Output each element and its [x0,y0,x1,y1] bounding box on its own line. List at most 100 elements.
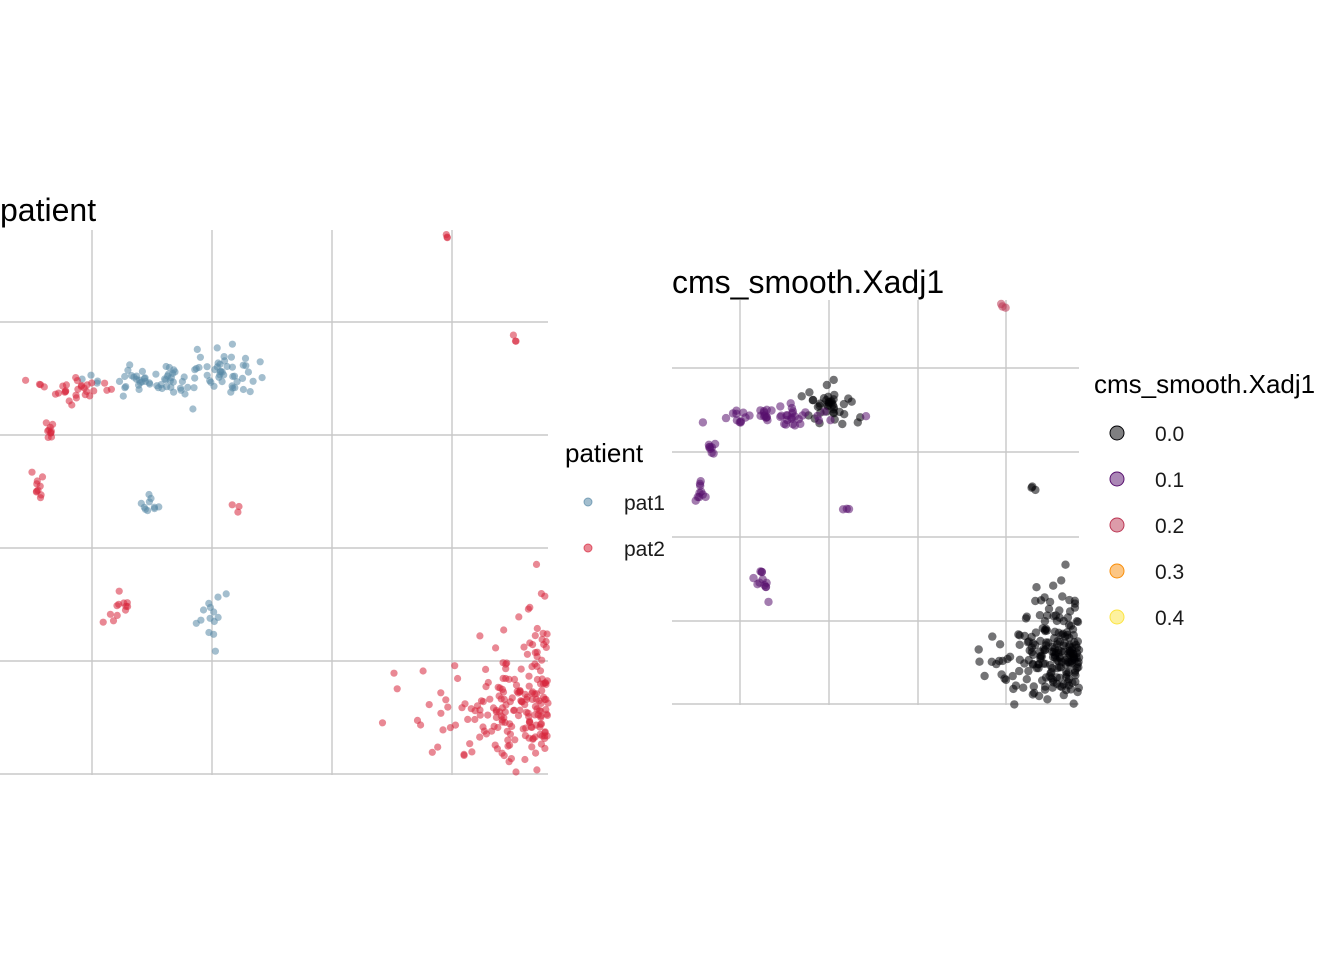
data-point [38,473,47,481]
data-point [223,362,231,371]
data-point [141,505,149,513]
data-point [1064,620,1074,630]
data-point [1021,614,1031,623]
data-point [203,371,211,379]
data-point [1044,604,1054,614]
data-point [378,719,387,727]
data-point [516,706,524,714]
legend-label-pat2: pat2 [624,538,665,561]
data-point [437,709,445,717]
data-point [1057,576,1066,585]
data-point [838,419,847,429]
data-point [141,374,149,382]
data-point [460,751,468,760]
data-point [413,716,422,725]
data-point [65,397,73,405]
data-point [181,390,189,398]
data-point [464,715,472,724]
data-point [533,766,541,774]
data-point [1032,583,1041,592]
data-point [1070,599,1080,608]
data-point [28,468,36,476]
data-point [820,407,829,416]
data-point [419,667,427,675]
series-patient-pat1 [78,340,266,655]
data-point [1073,637,1083,646]
data-point [509,331,517,339]
data-point [476,733,484,741]
data-point [525,672,533,680]
data-point [1040,685,1050,694]
data-point [526,718,534,727]
series-cms-0-1 [691,399,871,607]
data-point [425,701,433,709]
data-point [1022,675,1031,684]
data-point [103,386,111,394]
data-point [500,626,508,634]
data-point [1000,674,1009,683]
data-point [1058,592,1067,601]
data-point [109,617,118,625]
data-point [525,682,533,690]
data-point [1010,700,1019,709]
data-point [87,371,95,379]
data-point [975,657,984,666]
data-point [1040,659,1050,668]
data-point [35,380,44,388]
legend-patient: patient pat1 pat2 [565,438,665,561]
data-point [228,363,236,371]
data-point [51,390,60,398]
data-point [1073,687,1082,697]
data-point [206,614,214,622]
data-point [980,671,989,681]
data-point [258,374,266,382]
data-point [829,375,838,385]
data-point [721,413,731,423]
data-point [137,499,145,507]
legend-label-0-2: 0.2 [1155,515,1184,538]
data-point [736,418,745,427]
data-point [1062,670,1071,679]
legend-label-0-4: 0.4 [1155,607,1185,630]
data-point [776,402,785,411]
data-point [256,358,264,366]
legend-label-0-1: 0.1 [1155,469,1184,492]
data-point [1015,640,1024,649]
chart-title-patient: patient [0,192,96,228]
data-point [830,390,839,400]
data-point [988,632,997,641]
data-point [239,361,247,369]
data-point [467,705,475,713]
legend-label-0-3: 0.3 [1155,561,1184,584]
data-point [767,406,776,415]
data-point [815,401,824,410]
data-point [94,377,102,385]
data-point [1043,695,1052,704]
data-point [119,392,127,400]
data-point [1008,671,1017,681]
data-point [698,418,708,427]
data-point [227,388,235,396]
data-point [115,587,123,595]
data-point [227,353,235,361]
data-point [521,690,529,698]
data-point [215,373,223,381]
data-point [517,665,525,673]
data-point [829,403,839,412]
data-point [442,696,450,704]
data-point [808,395,818,405]
data-point [239,385,247,394]
data-point [491,741,499,749]
data-point [193,345,201,353]
data-point [1061,632,1070,641]
data-point [1041,624,1051,633]
data-point [393,685,401,693]
data-point [83,381,91,389]
data-point [838,505,848,514]
data-point [512,681,521,689]
data-point [124,366,132,374]
data-point [541,734,549,743]
legend-key-0-0 [1109,425,1125,441]
data-point [534,711,542,719]
data-point [543,711,552,720]
